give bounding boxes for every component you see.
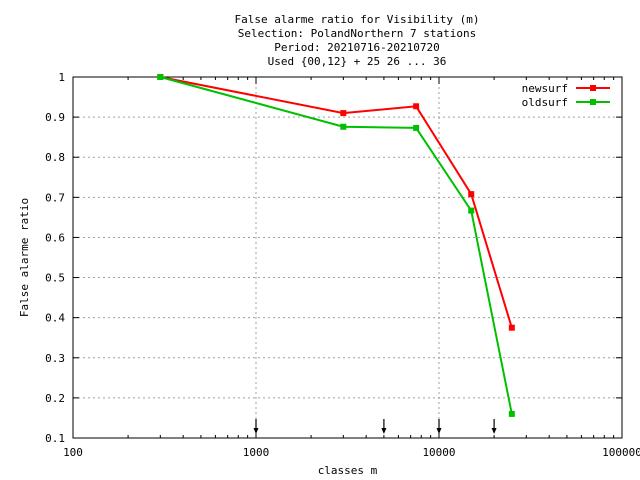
series-line-oldsurf (160, 76, 513, 415)
x-tick-label: 1000 (243, 446, 270, 459)
y-axis-label: False alarme ratio (18, 198, 31, 317)
grid (73, 77, 622, 438)
legend-label-newsurf: newsurf (522, 82, 568, 95)
y-tick-label: 0.3 (45, 352, 65, 365)
legend-label-oldsurf: oldsurf (522, 96, 568, 109)
x-tick-label: 10000 (422, 446, 455, 459)
legend-marker-newsurf (590, 85, 596, 91)
y-tick-label: 0.6 (45, 231, 65, 244)
y-tick-label: 0.2 (45, 392, 65, 405)
data-point-oldsurf (508, 410, 515, 417)
data-point-newsurf (468, 191, 475, 198)
y-tick-label: 1 (58, 71, 65, 84)
y-tick-label: 0.7 (45, 191, 65, 204)
title-line: Selection: PolandNorthern 7 stations (238, 27, 476, 40)
data-point-oldsurf (340, 123, 347, 130)
y-tick-label: 0.8 (45, 151, 65, 164)
data-point-newsurf (340, 110, 347, 117)
chart-title: False alarme ratio for Visibility (m)Sel… (234, 13, 479, 68)
axis-ticks: 0.1 0.2 0.3 0.4 0.5 0.6 0.7 0.8 0.9 1 100 1000 10000… (45, 71, 640, 459)
threshold-marker-arrow (381, 428, 387, 434)
threshold-marker-arrow (491, 428, 497, 434)
data-point-oldsurf (413, 124, 420, 131)
data-point-oldsurf (468, 207, 475, 214)
plot-frame (72, 76, 623, 439)
threshold-marker-arrow (253, 428, 259, 434)
y-tick-label: 0.5 (45, 272, 65, 285)
threshold-markers (253, 419, 497, 434)
data-point-newsurf (508, 324, 515, 331)
title-line: Period: 20210716-20210720 (274, 41, 440, 54)
threshold-marker-arrow (436, 428, 442, 434)
x-tick-label: 100000 (602, 446, 640, 459)
x-axis-label: classes m (318, 464, 378, 477)
data-point-newsurf (413, 103, 420, 110)
data-point-oldsurf (157, 74, 164, 80)
x-tick-label: 100 (63, 446, 83, 459)
title-line: False alarme ratio for Visibility (m) (234, 13, 479, 26)
series-line-newsurf (160, 76, 513, 328)
title-line: Used {00,12} + 25 26 ... 36 (268, 55, 447, 68)
series (157, 74, 515, 417)
y-tick-label: 0.1 (45, 432, 65, 445)
y-tick-label: 0.4 (45, 312, 65, 325)
legend-marker-oldsurf (590, 99, 596, 105)
y-tick-label: 0.9 (45, 111, 65, 124)
